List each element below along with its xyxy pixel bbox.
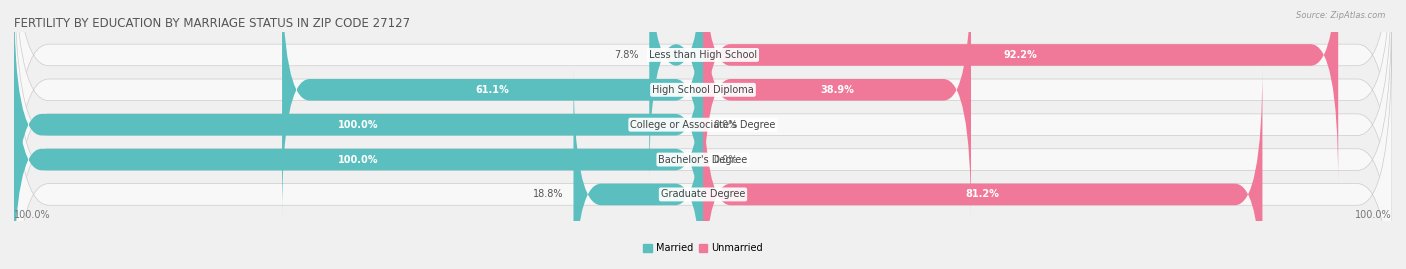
Text: 7.8%: 7.8%: [614, 50, 638, 60]
FancyBboxPatch shape: [14, 0, 703, 253]
Text: College or Associate's Degree: College or Associate's Degree: [630, 120, 776, 130]
FancyBboxPatch shape: [703, 0, 972, 218]
Text: 0.0%: 0.0%: [713, 155, 738, 165]
Text: 100.0%: 100.0%: [14, 210, 51, 220]
FancyBboxPatch shape: [14, 31, 703, 269]
FancyBboxPatch shape: [14, 0, 1392, 218]
Text: Bachelor's Degree: Bachelor's Degree: [658, 155, 748, 165]
Text: Source: ZipAtlas.com: Source: ZipAtlas.com: [1295, 11, 1385, 20]
Text: 0.0%: 0.0%: [713, 120, 738, 130]
Legend: Married, Unmarried: Married, Unmarried: [640, 239, 766, 257]
Text: 38.9%: 38.9%: [820, 85, 853, 95]
Text: 18.8%: 18.8%: [533, 189, 564, 199]
Text: 100.0%: 100.0%: [339, 155, 378, 165]
FancyBboxPatch shape: [14, 0, 1392, 269]
Text: 100.0%: 100.0%: [339, 120, 378, 130]
Text: High School Diploma: High School Diploma: [652, 85, 754, 95]
FancyBboxPatch shape: [14, 0, 1392, 269]
Text: Less than High School: Less than High School: [650, 50, 756, 60]
Text: 61.1%: 61.1%: [475, 85, 509, 95]
FancyBboxPatch shape: [14, 0, 1392, 253]
Text: FERTILITY BY EDUCATION BY MARRIAGE STATUS IN ZIP CODE 27127: FERTILITY BY EDUCATION BY MARRIAGE STATU…: [14, 17, 411, 30]
Text: 81.2%: 81.2%: [966, 189, 1000, 199]
FancyBboxPatch shape: [283, 0, 703, 218]
FancyBboxPatch shape: [703, 0, 1339, 184]
Text: 100.0%: 100.0%: [1355, 210, 1392, 220]
Text: Graduate Degree: Graduate Degree: [661, 189, 745, 199]
FancyBboxPatch shape: [14, 31, 1392, 269]
FancyBboxPatch shape: [650, 0, 703, 184]
FancyBboxPatch shape: [703, 66, 1263, 269]
FancyBboxPatch shape: [574, 66, 703, 269]
Text: 92.2%: 92.2%: [1004, 50, 1038, 60]
